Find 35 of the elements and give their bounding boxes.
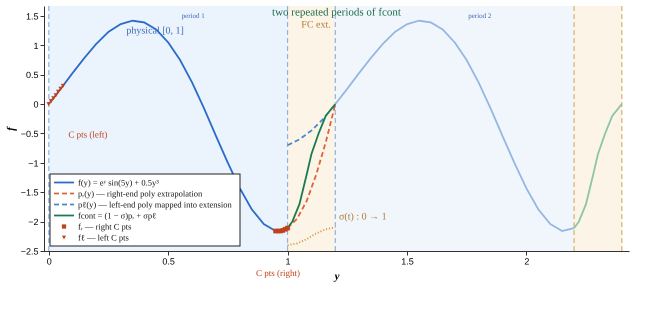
y-tick-label: 1 — [33, 40, 38, 51]
legend-label: fcont = (1 − σ)pᵣ + σpℓ — [78, 210, 156, 220]
point — [60, 84, 66, 88]
line-series — [286, 226, 336, 246]
line-series — [573, 103, 623, 229]
y-tick-label: 0.5 — [26, 70, 38, 80]
y-tick-label: −2 — [28, 217, 38, 228]
legend-label: f(y) = eʸ sin(5y) + 0.5y³ — [78, 178, 160, 188]
legend-label: fℓ — left C pts — [78, 232, 129, 242]
y-tick-label: −1.5 — [20, 188, 38, 198]
x-tick-label: 0.5 — [162, 256, 175, 266]
legend-label: pᵣ(y) — right-end poly extrapolation — [78, 188, 203, 198]
y-tick-label: 0 — [33, 100, 38, 110]
y-axis-title: f — [6, 126, 18, 131]
text: C pts (right) — [256, 268, 300, 278]
x-axis-title: y — [332, 270, 340, 282]
annotation: C pts (left) — [68, 130, 108, 140]
annotation: FC ext. — [301, 19, 331, 30]
y-tick-label: −1 — [28, 158, 38, 168]
y-tick-label: −0.5 — [20, 128, 38, 139]
point — [51, 96, 56, 100]
x-tick-label: 1.5 — [401, 256, 414, 266]
chart-title: two repeated periods of fcont — [272, 6, 401, 18]
legend-label: pℓ(y) — left-end poly mapped into extension — [78, 200, 232, 210]
x-tick-label: 2 — [524, 256, 530, 266]
point — [48, 99, 54, 104]
point — [46, 102, 52, 106]
x-tick-label: 0 — [46, 256, 52, 266]
y-tick-label: 1.5 — [26, 11, 38, 22]
point — [285, 226, 290, 230]
annotation: σ(t) : 0 → 1 — [339, 212, 387, 223]
y-tick-label: −2.5 — [20, 246, 38, 256]
x-tick-label: 1 — [286, 256, 291, 266]
point — [56, 90, 61, 94]
legend-label: fᵣ — right C pts — [78, 222, 132, 232]
